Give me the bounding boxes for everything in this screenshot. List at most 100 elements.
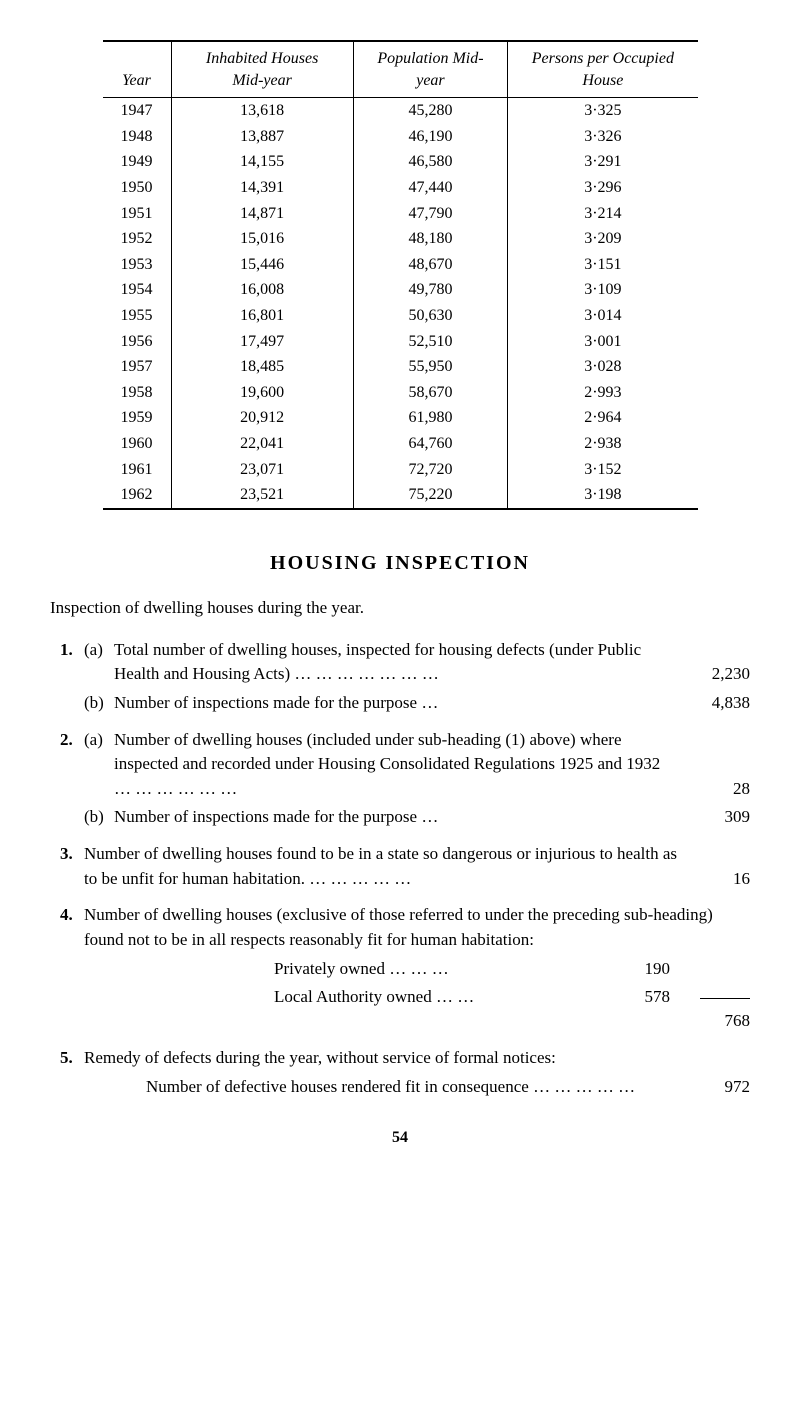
table-cell: 3·109 <box>508 277 698 303</box>
table-cell: 14,391 <box>171 175 353 201</box>
text-5: Remedy of defects during the year, witho… <box>84 1046 556 1071</box>
table-cell: 47,440 <box>353 175 508 201</box>
table-cell: 1947 <box>103 98 172 124</box>
table-cell: 61,980 <box>353 405 508 431</box>
val-4p: 190 <box>645 957 671 982</box>
col-persons: Persons per Occupied House <box>508 41 698 98</box>
text-4l: Local Authority owned … … <box>274 987 474 1006</box>
table-cell: 45,280 <box>353 98 508 124</box>
table-cell: 55,950 <box>353 354 508 380</box>
item-4-total: 768 <box>50 1014 750 1034</box>
item-3: 3. . Number of dwelling houses found to … <box>50 842 750 891</box>
table-row: 196123,07172,7203·152 <box>103 457 698 483</box>
text-3: Number of dwelling houses found to be in… <box>84 842 680 891</box>
table-cell: 1962 <box>103 482 172 509</box>
num-4: 4. <box>60 903 73 928</box>
text-2b: Number of inspections made for the purpo… <box>114 807 438 826</box>
text-4p: Privately owned … … … <box>274 959 449 978</box>
table-cell: 20,912 <box>171 405 353 431</box>
table-cell: 15,446 <box>171 252 353 278</box>
text-1b: Number of inspections made for the purpo… <box>114 693 438 712</box>
table-cell: 50,630 <box>353 303 508 329</box>
item-5: 5. Remedy of defects during the year, wi… <box>50 1046 750 1071</box>
table-cell: 1953 <box>103 252 172 278</box>
intro-text: Inspection of dwelling houses during the… <box>50 597 750 620</box>
table-row: 196022,04164,7602·938 <box>103 431 698 457</box>
table-cell: 16,008 <box>171 277 353 303</box>
text-5sub: Number of defective houses rendered fit … <box>146 1077 635 1096</box>
table-cell: 3·326 <box>508 124 698 150</box>
table-cell: 46,580 <box>353 149 508 175</box>
table-cell: 23,071 <box>171 457 353 483</box>
table-cell: 1949 <box>103 149 172 175</box>
text-1a: Total number of dwelling houses, inspect… <box>114 640 641 684</box>
table-cell: 52,510 <box>353 329 508 355</box>
table-cell: 3·209 <box>508 226 698 252</box>
num-2: 2. <box>60 728 73 753</box>
item-4-private: Privately owned … … … 190 <box>210 957 750 982</box>
table-cell: 1956 <box>103 329 172 355</box>
table-row: 196223,52175,2203·198 <box>103 482 698 509</box>
table-cell: 3·198 <box>508 482 698 509</box>
table-row: 195819,60058,6702·993 <box>103 380 698 406</box>
table-cell: 47,790 <box>353 201 508 227</box>
table-cell: 48,670 <box>353 252 508 278</box>
text-4: Number of dwelling houses (exclusive of … <box>84 903 740 952</box>
item-1b: (b) Number of inspections made for the p… <box>50 691 750 716</box>
val-1b: 4,838 <box>712 691 750 716</box>
table-cell: 64,760 <box>353 431 508 457</box>
table-row: 195315,44648,6703·151 <box>103 252 698 278</box>
table-cell: 16,801 <box>171 303 353 329</box>
table-cell: 14,871 <box>171 201 353 227</box>
table-row: 195014,39147,4403·296 <box>103 175 698 201</box>
table-cell: 13,887 <box>171 124 353 150</box>
table-row: 195920,91261,9802·964 <box>103 405 698 431</box>
table-row: 195718,48555,9503·028 <box>103 354 698 380</box>
val-3: 16 <box>733 867 750 892</box>
table-cell: 1960 <box>103 431 172 457</box>
val-2b: 309 <box>725 805 751 830</box>
table-row: 194713,61845,2803·325 <box>103 98 698 124</box>
table-cell: 75,220 <box>353 482 508 509</box>
table-cell: 72,720 <box>353 457 508 483</box>
table-row: 195215,01648,1803·209 <box>103 226 698 252</box>
table-row: 195617,49752,5103·001 <box>103 329 698 355</box>
item-2b: (b) Number of inspections made for the p… <box>50 805 750 830</box>
col-population: Population Mid-year <box>353 41 508 98</box>
table-cell: 17,497 <box>171 329 353 355</box>
val-5: 972 <box>725 1075 751 1100</box>
table-cell: 2·993 <box>508 380 698 406</box>
item-1a: 1. (a) Total number of dwelling houses, … <box>50 638 750 687</box>
table-cell: 15,016 <box>171 226 353 252</box>
table-cell: 1961 <box>103 457 172 483</box>
col-year: Year <box>103 41 172 98</box>
table-cell: 3·152 <box>508 457 698 483</box>
table-cell: 1955 <box>103 303 172 329</box>
table-cell: 14,155 <box>171 149 353 175</box>
table-cell: 3·296 <box>508 175 698 201</box>
population-table: Year Inhabited Houses Mid-year Populatio… <box>103 40 698 510</box>
table-cell: 3·291 <box>508 149 698 175</box>
page-number: 54 <box>50 1127 750 1149</box>
table-cell: 3·028 <box>508 354 698 380</box>
table-cell: 1957 <box>103 354 172 380</box>
letter-1a: (a) <box>84 638 103 663</box>
num-1: 1. <box>60 638 73 663</box>
table-cell: 1954 <box>103 277 172 303</box>
table-cell: 1948 <box>103 124 172 150</box>
table-row: 194914,15546,5803·291 <box>103 149 698 175</box>
table-cell: 22,041 <box>171 431 353 457</box>
table-cell: 3·001 <box>508 329 698 355</box>
item-2a: 2. (a) Number of dwelling houses (includ… <box>50 728 750 802</box>
val-1a: 2,230 <box>712 662 750 687</box>
table-cell: 46,190 <box>353 124 508 150</box>
table-cell: 1950 <box>103 175 172 201</box>
val-4l: 578 <box>645 985 671 1010</box>
item-4: 4. Number of dwelling houses (exclusive … <box>50 903 750 952</box>
table-cell: 19,600 <box>171 380 353 406</box>
item-4-local: Local Authority owned … … 578 <box>210 985 750 1010</box>
letter-2a: (a) <box>84 728 103 753</box>
table-cell: 58,670 <box>353 380 508 406</box>
table-cell: 1958 <box>103 380 172 406</box>
table-cell: 1951 <box>103 201 172 227</box>
